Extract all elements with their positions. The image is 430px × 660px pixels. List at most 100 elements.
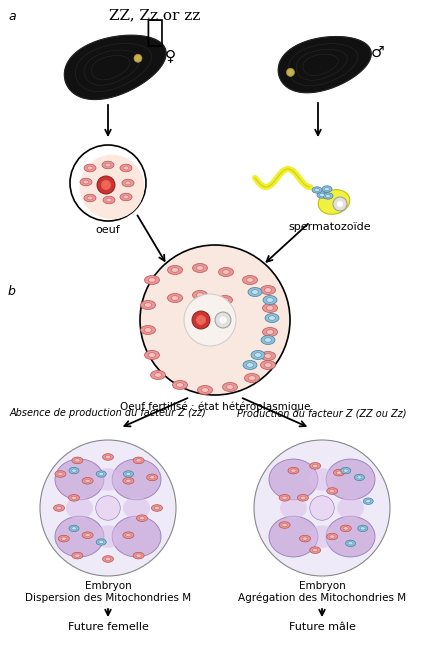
- Ellipse shape: [66, 497, 93, 519]
- Circle shape: [97, 176, 115, 194]
- Ellipse shape: [102, 161, 114, 169]
- Circle shape: [80, 154, 144, 219]
- Text: Absence de production du facteur Z (zz): Absence de production du facteur Z (zz): [9, 408, 206, 418]
- Circle shape: [219, 316, 226, 323]
- Ellipse shape: [144, 275, 159, 284]
- Ellipse shape: [326, 459, 374, 500]
- Ellipse shape: [55, 471, 66, 477]
- Ellipse shape: [321, 186, 331, 192]
- Ellipse shape: [140, 300, 155, 310]
- Ellipse shape: [261, 335, 274, 345]
- Ellipse shape: [260, 352, 275, 360]
- Text: ♀: ♀: [164, 48, 175, 63]
- Circle shape: [95, 496, 120, 520]
- Ellipse shape: [135, 554, 141, 557]
- Ellipse shape: [94, 525, 121, 548]
- Text: ZZ, Zz or zz: ZZ, Zz or zz: [109, 8, 200, 22]
- Ellipse shape: [154, 506, 160, 510]
- Ellipse shape: [217, 296, 232, 304]
- Text: spermatozoïde: spermatozoïde: [288, 222, 371, 232]
- Ellipse shape: [103, 196, 115, 204]
- Ellipse shape: [266, 298, 273, 302]
- Circle shape: [140, 245, 289, 395]
- Ellipse shape: [197, 385, 212, 395]
- Ellipse shape: [105, 557, 111, 560]
- Ellipse shape: [96, 539, 106, 545]
- Ellipse shape: [55, 516, 104, 557]
- Ellipse shape: [248, 376, 255, 380]
- Ellipse shape: [299, 535, 310, 542]
- Circle shape: [184, 294, 236, 346]
- Ellipse shape: [287, 467, 298, 474]
- Ellipse shape: [340, 525, 350, 532]
- Ellipse shape: [324, 187, 329, 191]
- Ellipse shape: [154, 373, 161, 378]
- Ellipse shape: [123, 195, 129, 199]
- Ellipse shape: [112, 516, 161, 557]
- Ellipse shape: [312, 464, 317, 467]
- Circle shape: [70, 145, 146, 221]
- Ellipse shape: [133, 457, 144, 464]
- Ellipse shape: [309, 463, 320, 469]
- Ellipse shape: [120, 164, 132, 172]
- Ellipse shape: [58, 535, 69, 542]
- Ellipse shape: [290, 469, 295, 473]
- Ellipse shape: [326, 488, 337, 494]
- Ellipse shape: [123, 471, 133, 477]
- Ellipse shape: [222, 383, 237, 391]
- Ellipse shape: [325, 195, 330, 197]
- Ellipse shape: [176, 383, 183, 387]
- Ellipse shape: [171, 268, 178, 272]
- Ellipse shape: [112, 459, 161, 500]
- Ellipse shape: [144, 350, 159, 360]
- Ellipse shape: [343, 469, 347, 472]
- Ellipse shape: [87, 196, 93, 200]
- Ellipse shape: [196, 293, 203, 297]
- Ellipse shape: [69, 467, 79, 474]
- Ellipse shape: [316, 192, 326, 198]
- Text: Embryon
Agrégation des Mitochondries M: Embryon Agrégation des Mitochondries M: [237, 581, 405, 603]
- Polygon shape: [278, 37, 370, 92]
- Ellipse shape: [251, 290, 258, 294]
- Ellipse shape: [317, 189, 349, 214]
- Ellipse shape: [218, 267, 233, 277]
- Ellipse shape: [139, 517, 144, 520]
- Ellipse shape: [266, 306, 273, 310]
- Ellipse shape: [71, 469, 76, 472]
- Ellipse shape: [335, 471, 341, 475]
- Ellipse shape: [135, 459, 141, 462]
- Circle shape: [196, 315, 206, 325]
- Ellipse shape: [82, 477, 93, 484]
- Ellipse shape: [333, 469, 344, 476]
- Ellipse shape: [268, 516, 317, 557]
- Circle shape: [40, 440, 175, 576]
- Text: Future mâle: Future mâle: [288, 622, 355, 632]
- Ellipse shape: [309, 547, 320, 554]
- Ellipse shape: [281, 523, 287, 527]
- Ellipse shape: [319, 193, 324, 197]
- Ellipse shape: [342, 527, 348, 530]
- Ellipse shape: [279, 494, 289, 501]
- Ellipse shape: [264, 354, 271, 358]
- Polygon shape: [64, 35, 166, 100]
- Ellipse shape: [196, 266, 203, 270]
- Ellipse shape: [260, 286, 275, 294]
- Ellipse shape: [226, 385, 233, 389]
- Ellipse shape: [279, 521, 289, 528]
- Text: ♂: ♂: [370, 45, 384, 60]
- Ellipse shape: [301, 537, 307, 541]
- Circle shape: [191, 311, 209, 329]
- Text: Oeuf fertilisé : état hétéroplasmique: Oeuf fertilisé : état hétéroplasmique: [120, 401, 310, 411]
- Ellipse shape: [102, 556, 113, 562]
- Ellipse shape: [56, 506, 61, 510]
- Ellipse shape: [300, 496, 305, 500]
- Ellipse shape: [136, 515, 147, 521]
- Ellipse shape: [308, 525, 335, 548]
- Ellipse shape: [243, 360, 256, 370]
- Ellipse shape: [151, 505, 162, 512]
- Circle shape: [134, 54, 141, 62]
- Ellipse shape: [148, 352, 155, 357]
- Ellipse shape: [105, 163, 111, 167]
- Ellipse shape: [297, 494, 308, 501]
- Circle shape: [215, 312, 230, 328]
